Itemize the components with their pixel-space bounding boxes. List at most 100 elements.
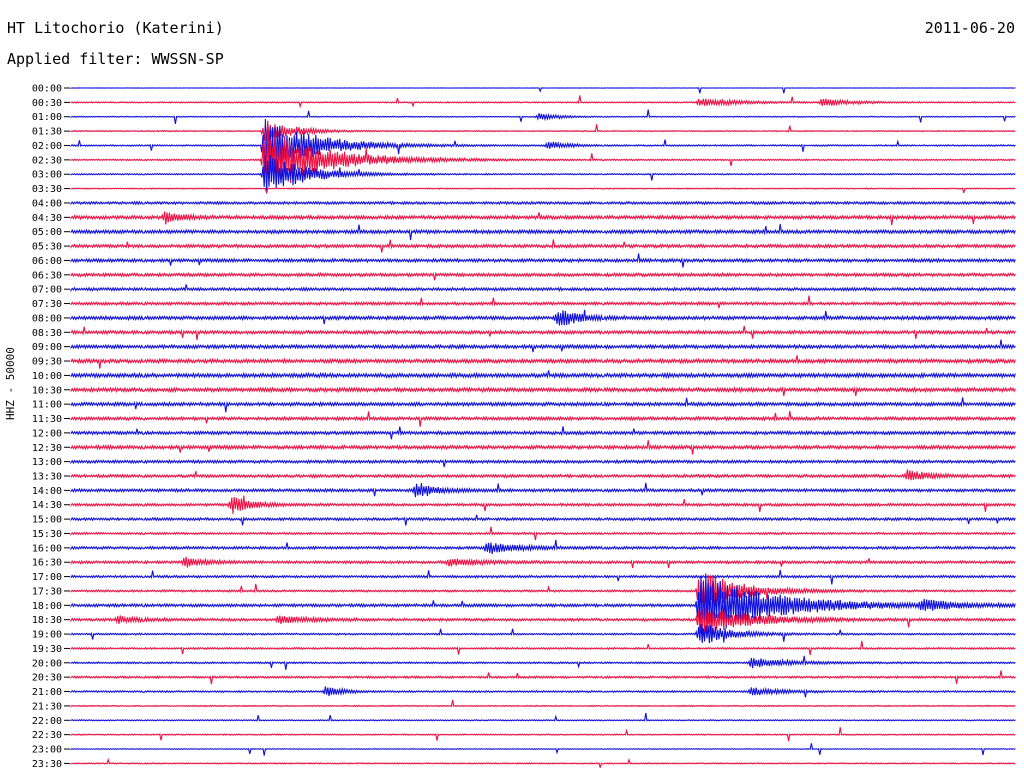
seismic-trace-1500 xyxy=(70,514,1016,526)
seismic-trace-0030 xyxy=(70,95,1016,109)
seismic-trace-0830 xyxy=(70,325,1016,340)
row-time-label: 02:30 xyxy=(32,155,62,166)
row-time-label: 02:00 xyxy=(32,141,62,152)
row-time-label: 04:30 xyxy=(32,213,62,224)
row-time-label: 07:30 xyxy=(32,299,62,310)
station-title: HT Litochorio (Katerini) xyxy=(7,19,224,37)
seismic-trace-2100 xyxy=(70,686,1016,698)
row-time-label: 12:30 xyxy=(32,443,62,454)
seismic-trace-0600 xyxy=(70,253,1016,268)
seismic-trace-0400 xyxy=(70,200,1016,206)
seismic-trace-0900 xyxy=(70,339,1016,353)
row-time-label: 08:00 xyxy=(32,313,62,324)
date-label: 2011-06-20 xyxy=(924,19,1015,37)
seismic-trace-1100 xyxy=(70,397,1016,413)
row-time-label: 21:00 xyxy=(32,687,62,698)
row-time-label: 00:30 xyxy=(32,98,62,109)
seismic-trace-2000 xyxy=(70,655,1016,670)
seismic-trace-1230 xyxy=(70,440,1016,455)
row-time-label: 07:00 xyxy=(32,285,62,296)
row-time-label: 05:00 xyxy=(32,227,62,238)
seismic-trace-0200 xyxy=(70,118,1016,171)
row-time-label: 17:00 xyxy=(32,572,62,583)
row-time-label: 09:30 xyxy=(32,357,62,368)
row-time-label: 20:30 xyxy=(32,673,62,684)
row-time-label: 17:30 xyxy=(32,586,62,597)
seismic-trace-0730 xyxy=(70,295,1016,309)
seismic-trace-1130 xyxy=(70,410,1016,427)
seismic-trace-0300 xyxy=(70,155,1016,192)
row-time-label: 10:00 xyxy=(32,371,62,382)
row-time-label: 15:30 xyxy=(32,529,62,540)
row-time-label: 03:30 xyxy=(32,184,62,195)
seismic-trace-1830 xyxy=(70,607,1016,635)
row-time-label: 19:30 xyxy=(32,644,62,655)
row-time-label: 06:00 xyxy=(32,256,62,267)
seismic-trace-0230 xyxy=(70,130,1016,188)
row-time-label: 05:30 xyxy=(32,242,62,253)
row-time-label: 15:00 xyxy=(32,515,62,526)
seismic-trace-0000 xyxy=(70,87,1016,94)
row-time-label: 12:00 xyxy=(32,428,62,439)
seismic-trace-1600 xyxy=(70,539,1016,554)
row-time-label: 14:00 xyxy=(32,486,62,497)
seismic-trace-2130 xyxy=(70,699,1016,708)
seismic-trace-2330 xyxy=(70,757,1016,768)
seismic-trace-1000 xyxy=(70,370,1016,380)
seismic-trace-1200 xyxy=(70,426,1016,440)
seismic-trace-2030 xyxy=(70,670,1016,685)
seismic-trace-0630 xyxy=(70,271,1016,281)
filter-label: Applied filter: WWSSN-SP xyxy=(7,50,224,68)
seismic-trace-0800 xyxy=(70,309,1016,326)
row-time-label: 14:30 xyxy=(32,500,62,511)
seismic-trace-0700 xyxy=(70,284,1016,293)
row-time-label: 21:30 xyxy=(32,701,62,712)
row-time-label: 16:00 xyxy=(32,543,62,554)
seismic-trace-0930 xyxy=(70,355,1016,369)
seismic-trace-1730 xyxy=(70,574,1016,609)
row-time-label: 01:00 xyxy=(32,112,62,123)
row-time-label: 13:30 xyxy=(32,471,62,482)
seismic-trace-0100 xyxy=(70,109,1016,124)
seismic-trace-1030 xyxy=(70,386,1016,396)
row-time-label: 06:30 xyxy=(32,270,62,281)
row-time-label: 00:00 xyxy=(32,84,62,95)
row-time-label: 23:00 xyxy=(32,745,62,756)
row-time-label: 20:00 xyxy=(32,658,62,669)
seismic-trace-1430 xyxy=(70,495,1016,514)
row-time-label: 23:30 xyxy=(32,759,62,770)
seismic-trace-0430 xyxy=(70,211,1016,226)
row-time-label: 19:00 xyxy=(32,630,62,641)
row-time-label: 04:00 xyxy=(32,198,62,209)
seismic-trace-1330 xyxy=(70,469,1016,481)
seismic-trace-1700 xyxy=(70,569,1016,585)
row-time-label: 08:30 xyxy=(32,328,62,339)
seismic-trace-1630 xyxy=(70,556,1016,568)
seismic-trace-1930 xyxy=(70,640,1016,656)
seismic-trace-2230 xyxy=(70,727,1016,742)
seismic-trace-0330 xyxy=(70,187,1016,194)
row-time-label: 01:30 xyxy=(32,127,62,138)
seismic-trace-1400 xyxy=(70,482,1016,498)
row-time-label: 13:00 xyxy=(32,457,62,468)
row-time-label: 18:00 xyxy=(32,601,62,612)
row-time-label: 18:30 xyxy=(32,615,62,626)
row-time-label: 22:30 xyxy=(32,730,62,741)
seismic-trace-2200 xyxy=(70,712,1016,722)
row-time-label: 10:30 xyxy=(32,385,62,396)
row-time-label: 09:00 xyxy=(32,342,62,353)
row-time-label: 16:30 xyxy=(32,558,62,569)
seismic-trace-1530 xyxy=(70,526,1016,541)
row-time-label: 03:00 xyxy=(32,170,62,181)
row-time-label: 22:00 xyxy=(32,716,62,727)
seismic-trace-0530 xyxy=(70,239,1016,253)
seismic-trace-0500 xyxy=(70,223,1016,241)
seismic-trace-1300 xyxy=(70,458,1016,468)
row-time-label: 11:30 xyxy=(32,414,62,425)
row-time-label: 11:00 xyxy=(32,400,62,411)
seismic-trace-0130 xyxy=(70,120,1016,142)
seismic-trace-2300 xyxy=(70,743,1016,756)
seismic-trace-1900 xyxy=(70,623,1016,644)
seismic-trace-1800 xyxy=(70,573,1016,638)
